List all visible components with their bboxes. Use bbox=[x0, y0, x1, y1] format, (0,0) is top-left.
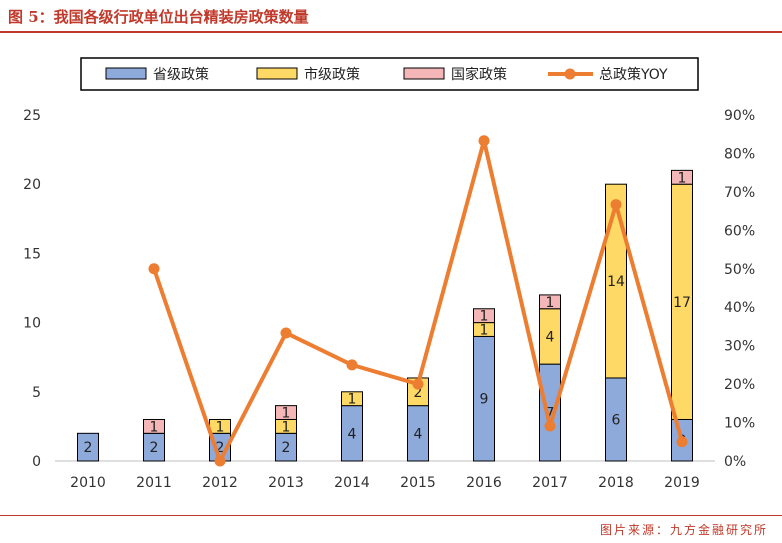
x-tick-label: 2015 bbox=[400, 475, 436, 491]
yoy-point bbox=[148, 263, 160, 275]
legend-label: 国家政策 bbox=[451, 66, 507, 83]
yoy-point bbox=[610, 199, 622, 211]
data-label: 1 bbox=[348, 392, 357, 408]
data-label: 1 bbox=[678, 170, 687, 186]
y-right-tick-label: 70% bbox=[724, 185, 755, 201]
y-left-tick-label: 10 bbox=[23, 316, 41, 332]
bar-city bbox=[341, 391, 363, 407]
yoy-line bbox=[148, 135, 688, 467]
yoy-point bbox=[280, 327, 292, 339]
y-left-tick-label: 15 bbox=[23, 246, 41, 262]
bar-national bbox=[143, 418, 165, 434]
x-tick-label: 2016 bbox=[466, 475, 502, 491]
y-right-tick-label: 10% bbox=[724, 416, 755, 432]
axes: 0 5 10 15 20 25 0% 10% 20% 30% 40% 50% 60% 70% 80% 90% 2… bbox=[23, 108, 755, 491]
data-label: 4 bbox=[546, 329, 555, 345]
legend-box bbox=[80, 57, 699, 91]
legend-label: 总政策YOY bbox=[599, 66, 668, 83]
data-label: 1 bbox=[480, 323, 489, 339]
bar-provincial bbox=[77, 432, 99, 462]
y-right-tick-label: 20% bbox=[724, 377, 755, 393]
yoy-point bbox=[676, 436, 688, 448]
y-left-tick-label: 20 bbox=[23, 177, 41, 193]
data-label: 1 bbox=[282, 406, 291, 422]
data-label: 2 bbox=[216, 440, 225, 456]
data-label: 2 bbox=[84, 440, 93, 456]
bar-national bbox=[473, 308, 495, 324]
data-label: 6 bbox=[612, 412, 621, 428]
y-right-tick-label: 60% bbox=[724, 223, 755, 239]
x-tick-label: 2010 bbox=[70, 475, 106, 491]
x-tick-label: 2013 bbox=[268, 475, 304, 491]
data-label: 17 bbox=[673, 295, 691, 311]
y-right-tick-label: 50% bbox=[724, 262, 755, 278]
x-tick-label: 2012 bbox=[202, 475, 238, 491]
data-label: 7 bbox=[546, 406, 555, 422]
data-label: 4 bbox=[348, 426, 357, 442]
yoy-point bbox=[346, 359, 358, 371]
yoy-point bbox=[478, 135, 490, 147]
legend-swatch bbox=[105, 67, 147, 80]
data-label: 4 bbox=[414, 426, 423, 442]
legend-label: 市级政策 bbox=[304, 66, 360, 83]
x-tick-label: 2011 bbox=[136, 475, 172, 491]
y-right-tick-label: 0% bbox=[724, 454, 746, 470]
data-label: 14 bbox=[607, 274, 625, 290]
data-label: 1 bbox=[282, 419, 291, 435]
data-label: 1 bbox=[216, 419, 225, 435]
legend: 省级政策 市级政策 国家政策 总政策YOY bbox=[80, 57, 699, 91]
legend-label: 省级政策 bbox=[153, 66, 209, 83]
y-right-tick-label: 80% bbox=[724, 146, 755, 162]
x-tick-label: 2018 bbox=[598, 475, 634, 491]
y-left-tick-label: 0 bbox=[32, 454, 41, 470]
y-right-tick-label: 40% bbox=[724, 300, 755, 316]
x-tick-label: 2017 bbox=[532, 475, 568, 491]
y-left-tick-label: 25 bbox=[23, 108, 41, 124]
data-label: 9 bbox=[480, 392, 489, 408]
data-label: 1 bbox=[150, 419, 159, 435]
x-tick-label: 2014 bbox=[334, 475, 370, 491]
data-label: 2 bbox=[414, 385, 423, 401]
yoy-point bbox=[214, 455, 226, 467]
x-tick-label: 2019 bbox=[664, 475, 700, 491]
title-rule bbox=[0, 31, 782, 33]
data-label: 2 bbox=[282, 440, 291, 456]
figure-title: 图 5：我国各级行政单位出台精装房政策数量 bbox=[8, 8, 309, 26]
bar-city bbox=[605, 183, 627, 379]
bar-national bbox=[671, 169, 693, 185]
legend-line-marker bbox=[564, 68, 576, 80]
data-label: 1 bbox=[546, 295, 555, 311]
bar-national bbox=[539, 294, 561, 310]
data-label: 1 bbox=[480, 309, 489, 325]
y-left-tick-label: 5 bbox=[32, 385, 41, 401]
yoy-point bbox=[544, 420, 556, 432]
yoy-point bbox=[412, 378, 424, 390]
source-note: 图片来源：九方金融研究所 bbox=[599, 523, 768, 537]
legend-swatch bbox=[403, 67, 445, 80]
bar-national bbox=[275, 405, 297, 420]
source-rule bbox=[0, 515, 782, 516]
chart: 省级政策 市级政策 国家政策 总政策YOY 05101520250%10%20%30%… bbox=[23, 57, 755, 491]
y-right-tick-label: 90% bbox=[724, 108, 755, 124]
legend-swatch bbox=[256, 67, 298, 80]
data-label: 2 bbox=[150, 440, 159, 456]
y-right-tick-label: 30% bbox=[724, 339, 755, 355]
